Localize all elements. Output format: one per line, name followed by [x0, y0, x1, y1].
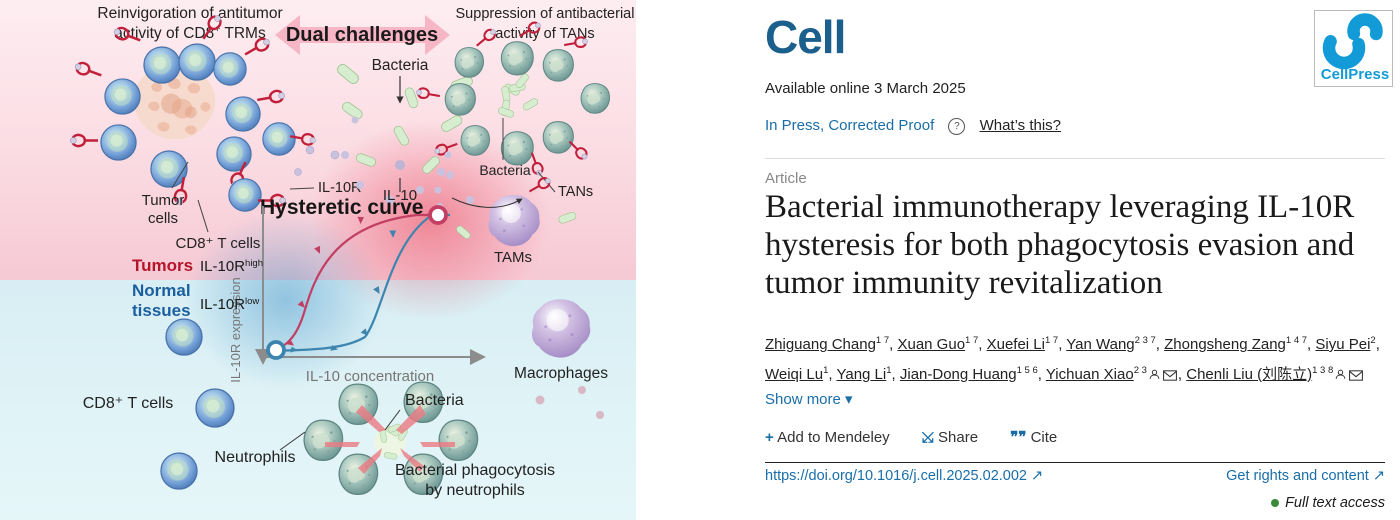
- svg-text:TANs: TANs: [558, 184, 593, 200]
- svg-text:IL-10R expression: IL-10R expression: [228, 277, 243, 383]
- svg-text:IL-10 concentration: IL-10 concentration: [306, 368, 434, 385]
- svg-text:Neutrophils: Neutrophils: [215, 449, 296, 466]
- svg-text:Bacteria: Bacteria: [479, 162, 531, 178]
- svg-text:CellPress: CellPress: [1321, 66, 1389, 83]
- svg-text:Reinvigoration of antitumor: Reinvigoration of antitumor: [97, 5, 282, 22]
- svg-text:Bacteria: Bacteria: [372, 57, 429, 74]
- svg-text:cells: cells: [148, 210, 178, 227]
- svg-text:Bacterial phagocytosis: Bacterial phagocytosis: [395, 462, 555, 479]
- svg-text:activity of TANs: activity of TANs: [495, 26, 594, 42]
- svg-text:Suppression of antibacterial: Suppression of antibacterial: [456, 6, 635, 22]
- svg-text:Normal: Normal: [132, 281, 191, 300]
- svg-text:Tumor: Tumor: [142, 192, 185, 209]
- svg-text:tissues: tissues: [132, 301, 191, 320]
- svg-text:Hysteretic curve: Hysteretic curve: [260, 196, 423, 219]
- svg-text:by neutrophils: by neutrophils: [425, 482, 525, 499]
- svg-text:Tumors: Tumors: [132, 256, 193, 275]
- svg-text:IL-10R: IL-10R: [318, 180, 362, 196]
- svg-text:TAMs: TAMs: [494, 249, 532, 266]
- svg-text:Dual challenges: Dual challenges: [286, 24, 438, 46]
- svg-text:CD8⁺ T cells: CD8⁺ T cells: [176, 235, 261, 252]
- svg-text:Bacteria: Bacteria: [405, 392, 464, 409]
- svg-text:CD8⁺ T cells: CD8⁺ T cells: [83, 395, 174, 412]
- svg-text:Macrophages: Macrophages: [514, 365, 608, 382]
